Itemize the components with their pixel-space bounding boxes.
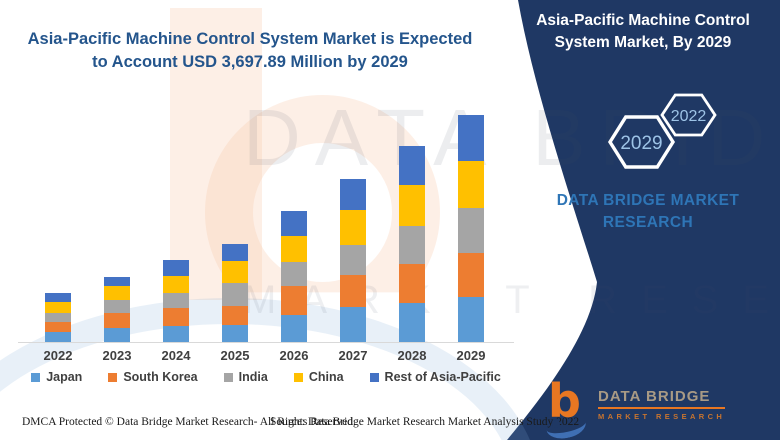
- bar-segment-2026-china: [281, 236, 307, 263]
- company-logo: b DATA BRIDGE MARKET RESEARCH: [543, 374, 726, 440]
- legend-item-india: India: [223, 370, 268, 384]
- bar-segment-2026-rest-of-asia-pacific: [281, 211, 307, 237]
- bar-segment-2022-japan: [45, 332, 71, 342]
- legend-item-south-korea: South Korea: [108, 370, 198, 384]
- bar-segment-2028-japan: [399, 303, 425, 342]
- x-axis-label-2025: 2025: [220, 348, 250, 363]
- hexagon-2022: [660, 93, 717, 137]
- logo-name: DATA BRIDGE: [598, 388, 726, 409]
- legend-label: South Korea: [123, 370, 198, 384]
- bar-segment-2022-india: [45, 313, 71, 322]
- bar-segment-2026-south-korea: [281, 286, 307, 315]
- bar-segment-2028-india: [399, 226, 425, 264]
- chart-legend: Japan South Korea India China Rest of Asia-P…: [15, 370, 517, 384]
- legend-item-japan: Japan: [31, 370, 82, 384]
- hexagon-2022-label: 2022: [671, 108, 707, 125]
- x-axis-label-2029: 2029: [456, 348, 486, 363]
- legend-item-rest-of-asia-pacific: Rest of Asia-Pacific: [369, 370, 501, 384]
- bar-segment-2027-south-korea: [340, 275, 366, 307]
- legend-item-china: China: [293, 370, 344, 384]
- legend-swatch-icon: [31, 372, 41, 382]
- stacked-bar-2024: [163, 259, 189, 342]
- legend-label: Japan: [46, 370, 83, 384]
- chart-title-line2: to Account USD 3,697.89 Million by 2029: [92, 53, 408, 71]
- legend-swatch-icon: [369, 372, 379, 382]
- bar-segment-2025-india: [222, 283, 248, 306]
- x-axis-label-2028: 2028: [397, 348, 427, 363]
- x-axis-label-2022: 2022: [43, 348, 73, 363]
- bar-segment-2023-china: [104, 286, 130, 300]
- bar-segment-2022-china: [45, 302, 71, 313]
- stacked-bar-2027: [340, 178, 366, 342]
- hexagon-2029: [607, 115, 676, 169]
- legend-swatch-icon: [293, 372, 303, 382]
- logo-b-icon: b: [543, 374, 592, 440]
- bar-segment-2029-japan: [458, 297, 484, 342]
- x-axis-line: [18, 342, 514, 343]
- bar-segment-2025-rest-of-asia-pacific: [222, 243, 248, 262]
- bar-segment-2027-china: [340, 209, 366, 246]
- x-axis-label-2024: 2024: [161, 348, 191, 363]
- x-axis-label-2023: 2023: [102, 348, 132, 363]
- brand-text-line2: RESEARCH: [602, 214, 694, 231]
- brand-text: DATA BRIDGE MARKET RESEARCH: [515, 190, 780, 234]
- legend-swatch-icon: [223, 372, 233, 382]
- legend-label: Rest of Asia-Pacific: [384, 370, 501, 384]
- bar-segment-2029-india: [458, 207, 484, 254]
- bar-segment-2024-china: [163, 276, 189, 294]
- bar-segment-2025-china: [222, 261, 248, 284]
- dmca-notice: DMCA Protected © Data Bridge Market Rese…: [22, 416, 356, 428]
- logo-subtitle: MARKET RESEARCH: [598, 412, 726, 421]
- year-hexagons: 2022 2029: [607, 93, 717, 169]
- brand-text-line1: DATA BRIDGE MARKET: [556, 192, 740, 209]
- logo-dot: [552, 420, 560, 428]
- bar-segment-2023-rest-of-asia-pacific: [104, 277, 130, 287]
- logo-text: DATA BRIDGE MARKET RESEARCH: [598, 388, 726, 421]
- stacked-bar-2023: [104, 277, 130, 342]
- chart-title: Asia-Pacific Machine Control System Mark…: [22, 28, 478, 74]
- x-axis-label-2026: 2026: [279, 348, 309, 363]
- x-axis-label-2027: 2027: [338, 348, 368, 363]
- bar-segment-2026-india: [281, 262, 307, 287]
- side-panel-title-line2: System Market, By 2029: [554, 34, 732, 51]
- stacked-bar-2025: [222, 243, 248, 342]
- legend-swatch-icon: [108, 372, 118, 382]
- stacked-bar-2026: [281, 211, 307, 342]
- bar-segment-2028-rest-of-asia-pacific: [399, 146, 425, 185]
- bar-segment-2028-south-korea: [399, 264, 425, 303]
- bar-segment-2029-china: [458, 160, 484, 208]
- bar-segment-2022-rest-of-asia-pacific: [45, 293, 71, 302]
- bar-segment-2025-south-korea: [222, 305, 248, 325]
- bar-segment-2023-south-korea: [104, 313, 130, 328]
- legend-label: India: [238, 370, 268, 384]
- stacked-bar-2022: [45, 293, 71, 342]
- bar-segment-2024-rest-of-asia-pacific: [163, 259, 189, 277]
- bar-segment-2024-india: [163, 293, 189, 309]
- legend-label: China: [308, 370, 344, 384]
- bar-segment-2022-south-korea: [45, 322, 71, 332]
- chart-title-line1: Asia-Pacific Machine Control System Mark…: [27, 30, 473, 48]
- stacked-bar-2028: [399, 146, 425, 342]
- bar-segment-2029-south-korea: [458, 253, 484, 297]
- bar-segment-2023-japan: [104, 327, 130, 342]
- stacked-bar-2029: [458, 115, 484, 342]
- bar-segment-2027-rest-of-asia-pacific: [340, 178, 366, 210]
- source-note: Source: Data Bridge Market Research Mark…: [270, 416, 580, 428]
- bar-segment-2028-china: [399, 184, 425, 227]
- side-panel-title-line1: Asia-Pacific Machine Control: [536, 12, 750, 29]
- bar-segment-2025-japan: [222, 324, 248, 342]
- bar-segment-2023-india: [104, 299, 130, 314]
- logo-b-glyph: b: [548, 374, 581, 428]
- bar-segment-2024-south-korea: [163, 308, 189, 326]
- bar-segment-2029-rest-of-asia-pacific: [458, 115, 484, 161]
- hexagon-2029-label: 2029: [620, 133, 662, 154]
- side-panel-title: Asia-Pacific Machine Control System Mark…: [515, 10, 771, 54]
- bar-segment-2027-japan: [340, 307, 366, 342]
- bar-segment-2027-india: [340, 245, 366, 276]
- bar-segment-2026-japan: [281, 314, 307, 342]
- bar-segment-2024-japan: [163, 325, 189, 342]
